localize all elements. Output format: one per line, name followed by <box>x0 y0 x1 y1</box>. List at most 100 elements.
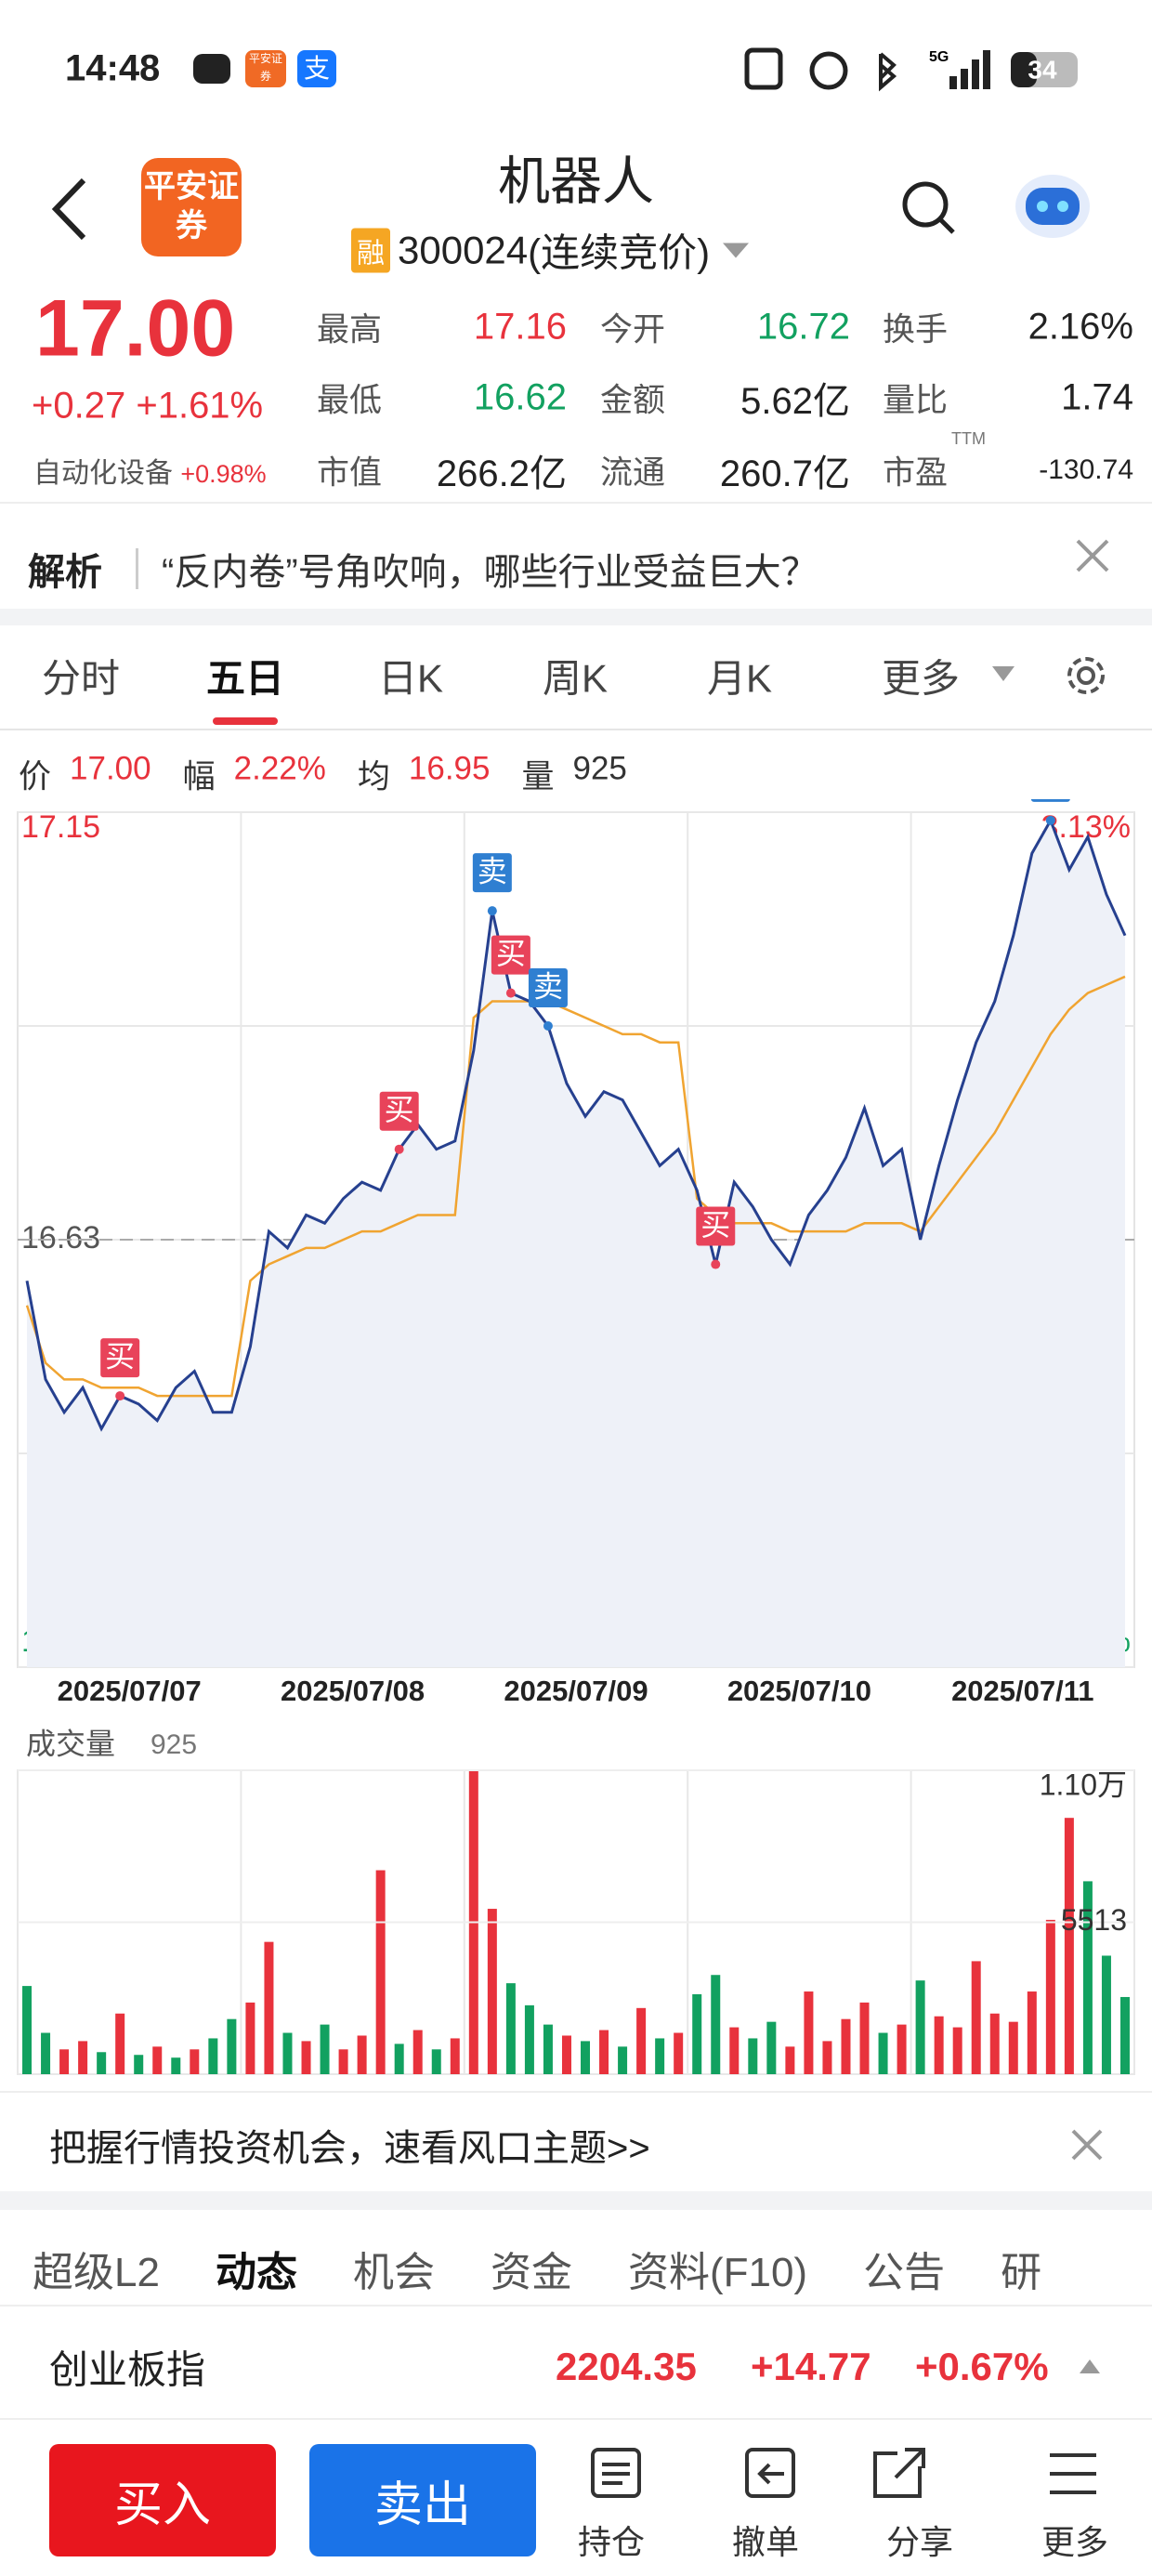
volume-bar <box>245 2002 255 2074</box>
info-tab[interactable]: 动态 <box>215 2250 297 2295</box>
volume-bar <box>897 2024 907 2074</box>
field-value: 5.62亿 <box>740 381 850 422</box>
gap <box>0 2191 1152 2210</box>
buy-button[interactable]: 买入 <box>49 2444 276 2556</box>
index-change: +14.77 <box>751 2345 871 2388</box>
price-line <box>25 817 1127 1432</box>
trade-badge <box>491 935 530 975</box>
volume-bar <box>190 2049 200 2074</box>
search-button[interactable] <box>899 178 959 238</box>
volume-bar <box>674 2032 684 2074</box>
volume-bar <box>766 2021 777 2074</box>
field-label: 最高 <box>317 311 383 348</box>
sell-button[interactable]: 卖出 <box>309 2444 536 2556</box>
info-tab[interactable]: 公告 <box>863 2250 946 2295</box>
volume-bar <box>841 2018 851 2074</box>
volume-bar <box>915 1980 925 2074</box>
x-tick-label: 2025/07/08 <box>281 1675 425 1707</box>
margin-badge: 融 <box>351 228 390 272</box>
volume-bar <box>1101 1955 1111 2074</box>
period-tab[interactable]: 日K <box>377 656 444 701</box>
divider <box>0 502 1152 504</box>
volume-bar <box>729 2027 740 2074</box>
volume-bar <box>505 1983 516 2074</box>
close-button[interactable] <box>1070 2128 1104 2162</box>
period-tab[interactable]: 五日 <box>205 656 285 701</box>
volume-tick-label: 1.10万 <box>1040 1768 1127 1801</box>
trade-dot <box>115 1391 125 1401</box>
wechat-icon <box>193 54 230 84</box>
news-text[interactable]: “反内卷”号角吹响，哪些行业受益巨大？ <box>162 552 818 593</box>
field-value: 1.74 <box>1061 376 1133 418</box>
period-tab[interactable]: 周K <box>542 656 609 701</box>
app-icon: 平安证券 <box>245 50 286 87</box>
volume-bar <box>152 2046 163 2074</box>
volume-bar <box>22 1986 33 2074</box>
settings-button[interactable] <box>1061 651 1111 701</box>
volume-bar <box>711 1975 721 2074</box>
field-value: 17.16 <box>473 306 567 348</box>
info-label: 价 <box>19 758 52 795</box>
volume-bar <box>785 2046 795 2074</box>
info-tab[interactable]: 机会 <box>352 2250 435 2295</box>
period-tab[interactable]: 更多 <box>881 656 961 701</box>
alarm-icon <box>809 51 848 90</box>
volume-bar <box>320 2024 330 2074</box>
volume-bar <box>59 2049 70 2074</box>
volume-bar <box>338 2049 348 2074</box>
signal-bar <box>972 59 979 89</box>
crosshair-info: 价 17.00 幅 2.22% 均 16.95 量 925 <box>19 751 627 798</box>
field-label: 流通 <box>600 454 666 492</box>
more-icon <box>1050 2453 1096 2494</box>
trade-badge <box>379 1091 419 1131</box>
info-tab[interactable]: 研 <box>1001 2250 1042 2295</box>
info-tab[interactable]: 超级L2 <box>33 2250 160 2295</box>
volume-bar <box>524 2004 534 2074</box>
stock-name: 机器人 <box>498 151 654 211</box>
volume-bar <box>822 2041 832 2074</box>
info-tab[interactable]: 资料(F10) <box>627 2250 808 2295</box>
index-name[interactable]: 创业板指 <box>49 2347 206 2392</box>
tool-button[interactable]: 分享 <box>885 2523 954 2561</box>
volume-tick-label: 5513 <box>1061 1903 1127 1937</box>
price-area <box>27 820 1125 1667</box>
period-tab[interactable]: 分时 <box>41 656 121 701</box>
trade-badge-label: 买 <box>105 1340 135 1373</box>
signal-bar <box>961 69 968 89</box>
tool-button[interactable]: 持仓 <box>577 2523 646 2561</box>
volume-bar <box>1064 1818 1074 2074</box>
volume-bar <box>487 1909 497 2074</box>
promo-banner[interactable]: 把握行情投资机会，速看风口主题>> <box>49 2128 650 2169</box>
volume-bar <box>1008 2021 1018 2074</box>
volume-bar <box>636 2007 647 2074</box>
more-dropdown <box>992 666 1015 681</box>
field-label: 金额 <box>600 382 666 419</box>
stock-code-row[interactable]: 融 300024 (连续竞价) <box>351 222 753 279</box>
volume-bar <box>748 2038 758 2074</box>
close-button[interactable] <box>1074 537 1111 574</box>
expand-icon[interactable] <box>1078 2357 1102 2375</box>
volume-bar <box>134 2055 144 2074</box>
period-tab[interactable]: 月K <box>706 656 773 701</box>
volume-bar <box>97 2052 107 2074</box>
divider <box>0 2305 1152 2307</box>
back-button[interactable] <box>46 177 93 242</box>
signal-bar <box>949 76 957 89</box>
info-label: 均 <box>357 758 390 795</box>
volume-bar <box>41 2032 51 2074</box>
field-value: 2.16% <box>1028 306 1133 348</box>
sector[interactable]: 自动化设备 +0.98% <box>33 450 267 491</box>
volume-bar <box>599 2030 609 2074</box>
assistant-button[interactable] <box>1013 167 1093 242</box>
tool-button[interactable]: 撤单 <box>731 2523 800 2561</box>
tool-button[interactable]: 更多 <box>1041 2523 1109 2561</box>
field-label: 市盈 <box>883 454 949 492</box>
info-tab[interactable]: 资金 <box>490 2250 572 2295</box>
battery-text: 34 <box>1028 55 1057 84</box>
gap <box>0 609 1152 625</box>
news-tag: 解析 <box>28 552 102 593</box>
volume-bar <box>952 2027 962 2074</box>
x-tick-label: 2025/07/07 <box>58 1675 202 1707</box>
change: +0.27 <box>32 385 126 427</box>
